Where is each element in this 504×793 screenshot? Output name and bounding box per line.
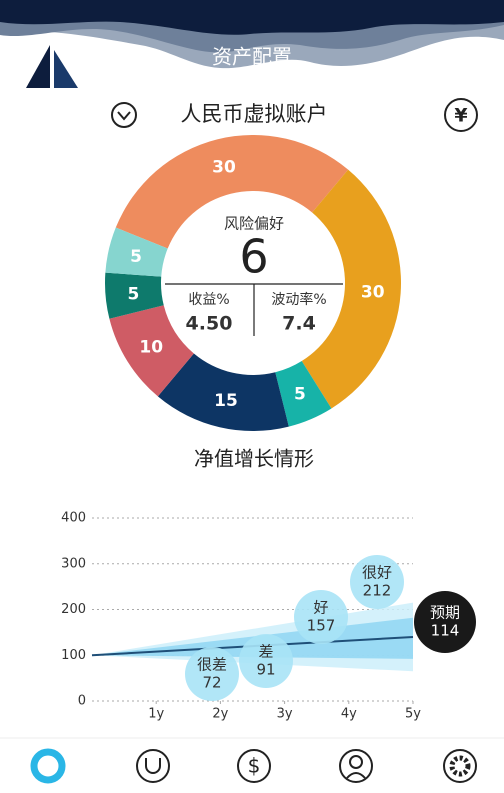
nav-money[interactable]: $: [237, 749, 271, 783]
segment-label: 15: [214, 391, 238, 411]
x-tick-label: 4y: [341, 707, 357, 722]
scenario-name: 很好: [362, 564, 392, 582]
logo[interactable]: [26, 45, 78, 88]
icon: [339, 749, 373, 783]
donut-segment: [157, 353, 289, 431]
x-tick-label: 2y: [212, 707, 228, 722]
scenario-bubble: [294, 590, 348, 644]
account-title: 人民币虚拟账户: [181, 102, 328, 126]
icon: [237, 749, 271, 783]
icon: [346, 772, 366, 779]
stat-value: 4.50: [186, 313, 233, 335]
y-tick-label: 0: [78, 694, 86, 709]
icon: [443, 749, 477, 783]
scenario-bubble: [350, 555, 404, 609]
x-tick-label: 3y: [277, 707, 293, 722]
dropdown-button[interactable]: [111, 102, 137, 128]
sail: [26, 45, 50, 88]
header-band: [0, 0, 504, 35]
y-tick-label: 300: [61, 556, 86, 571]
x-tick-label: 1y: [148, 707, 164, 722]
segment-label: 5: [128, 284, 140, 304]
segment-label: 30: [212, 158, 236, 178]
segment-label: 5: [130, 247, 142, 267]
currency-button[interactable]: ¥: [444, 98, 478, 132]
icon-circle: [444, 98, 478, 132]
risk-label: 风险偏好: [224, 215, 284, 233]
risk-value: 6: [239, 230, 268, 284]
x-tick-label: 5y: [405, 707, 421, 722]
scenario-bubble: [239, 634, 293, 688]
scenario-name: 好: [313, 599, 328, 617]
donut-segment: [105, 227, 168, 277]
stat-label: 收益%: [188, 292, 229, 308]
icon: [349, 755, 363, 769]
y-tick-label: 200: [61, 602, 86, 617]
scenario-value: 157: [307, 617, 336, 635]
y-tick-label: 100: [61, 648, 86, 663]
stat-label: 波动率%: [271, 291, 326, 308]
scenario-name: 很差: [197, 656, 227, 674]
icon: [30, 748, 66, 784]
scenario-bubble: [185, 647, 239, 701]
currency-icon: ¥: [454, 105, 467, 127]
chevron: [117, 111, 131, 121]
scenario-name: 预期: [430, 604, 460, 622]
scenario-value: 212: [363, 582, 392, 600]
scenario-bubble: [414, 591, 476, 653]
nav-profile[interactable]: [339, 749, 373, 783]
header-title: 资产配置: [212, 45, 292, 69]
scenario-value: 72: [202, 674, 221, 692]
segment-label: 5: [294, 384, 306, 404]
donut-segment: [275, 361, 332, 427]
donut-segment: [301, 169, 402, 409]
chart-title: 净值增长情形: [194, 447, 314, 471]
donut-segment: [109, 305, 194, 397]
dollar-icon: $: [248, 754, 261, 778]
scenario-name: 差: [258, 643, 273, 661]
nav-settings[interactable]: [443, 749, 477, 783]
icon: [136, 749, 170, 783]
icon: [449, 755, 471, 777]
donut-segment: [115, 135, 349, 249]
segment-label: 30: [361, 282, 385, 302]
y-tick-label: 400: [61, 511, 86, 526]
scenario-value: 91: [256, 661, 275, 679]
stat-value: 7.4: [282, 313, 316, 335]
icon-circle: [111, 102, 137, 128]
nav-health[interactable]: [136, 749, 170, 783]
icon: [145, 758, 161, 774]
donut: 30 30 5 15 10 5 5: [104, 135, 402, 431]
sail: [54, 50, 78, 88]
nav-home[interactable]: [30, 748, 66, 784]
donut-segment: [104, 272, 164, 319]
segment-label: 10: [139, 338, 163, 358]
scenario-value: 114: [431, 622, 460, 640]
